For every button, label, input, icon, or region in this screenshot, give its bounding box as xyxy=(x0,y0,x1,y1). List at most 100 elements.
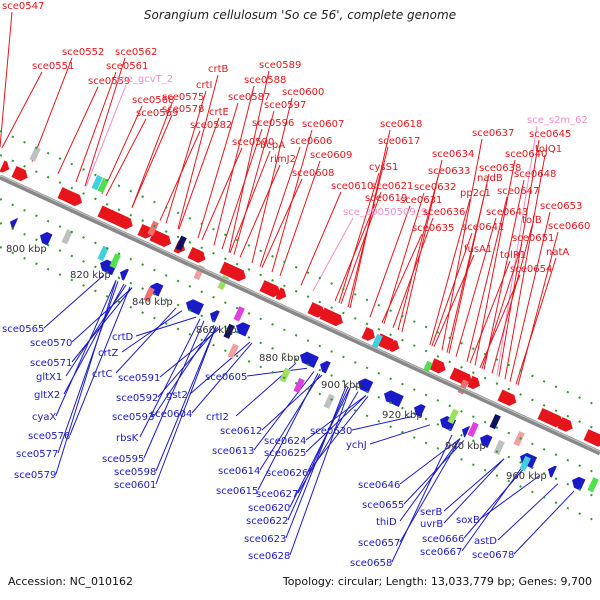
forward-gene-label: sce0600 xyxy=(282,87,324,98)
forward-label-line xyxy=(259,146,301,267)
reverse-gene-label: sce0646 xyxy=(358,480,400,491)
forward-gene-arrow xyxy=(537,407,563,428)
forward-label-line xyxy=(381,233,423,323)
forward-gene-label: sce0654 xyxy=(510,264,552,275)
forward-gene-label: sce0645 xyxy=(529,129,571,140)
forward-gene-label: sce0636 xyxy=(423,207,465,218)
reverse-gene-label: sce0593 xyxy=(112,412,154,423)
reverse-gene-arrow xyxy=(236,322,251,337)
feature-block xyxy=(233,306,245,322)
reverse-label-line xyxy=(391,434,453,563)
forward-gene-arrow xyxy=(0,160,10,173)
feature-block xyxy=(227,343,239,359)
forward-label-line xyxy=(429,198,471,345)
forward-gene-label: sce0589 xyxy=(259,60,301,71)
reverse-label-line xyxy=(463,467,525,539)
forward-label-line xyxy=(479,274,521,368)
reverse-gene-label: crtI2 xyxy=(206,412,229,423)
forward-label-line xyxy=(338,172,380,304)
forward-label-line xyxy=(397,176,439,331)
reverse-gene-label: gst2 xyxy=(166,390,188,401)
feature-block xyxy=(29,146,41,162)
forward-gene-arrow xyxy=(187,246,206,263)
reverse-gene-label: sce0666 xyxy=(422,534,464,545)
forward-label-line xyxy=(239,164,281,258)
feature-block xyxy=(519,455,531,472)
tick-label: 940 kbp xyxy=(445,441,486,452)
reverse-gene-arrow xyxy=(358,378,374,393)
forward-gene-label: sce0618 xyxy=(380,119,422,130)
reverse-label-line xyxy=(135,316,197,337)
reverse-gene-label: sce0626 xyxy=(266,468,308,479)
reverse-gene-arrow xyxy=(10,218,18,230)
forward-label-line xyxy=(228,70,270,253)
feature-block xyxy=(147,220,159,236)
forward-gene-label: pp2c1 xyxy=(460,188,491,199)
reverse-label-line xyxy=(55,280,117,417)
reverse-gene-label: crtD xyxy=(112,332,134,343)
reverse-gene-label: sce0623 xyxy=(244,534,286,545)
reverse-gene-label: gltX1 xyxy=(36,372,62,383)
tick-label: 880 kbp xyxy=(259,353,300,364)
reverse-gene-label: sce0571 xyxy=(30,358,72,369)
forward-gene-label: sce0597 xyxy=(264,100,306,111)
forward-gene-arrow xyxy=(389,339,400,353)
forward-label-line xyxy=(131,114,173,208)
reverse-gene-label: sce0577 xyxy=(16,449,58,460)
reverse-gene-label: sce0614 xyxy=(218,466,260,477)
reverse-label-line xyxy=(257,373,319,491)
feature-block xyxy=(371,333,383,349)
forward-gene-label: tolB xyxy=(522,215,542,226)
reverse-gene-arrow xyxy=(462,426,470,438)
forward-label-line xyxy=(300,191,342,286)
reverse-label-line xyxy=(399,438,461,485)
reverse-label-line xyxy=(287,386,349,521)
forward-label-line xyxy=(392,217,434,328)
reverse-gene-label: ychJ xyxy=(346,440,367,451)
reverse-label-line xyxy=(189,341,251,395)
reverse-gene-label: sce0592 xyxy=(116,393,158,404)
reverse-gene-label: sce0620 xyxy=(248,503,290,514)
forward-label-line xyxy=(105,118,147,196)
reverse-gene-label: uvrB xyxy=(420,519,443,530)
reverse-label-line xyxy=(369,424,431,445)
feature-block xyxy=(323,393,335,409)
forward-label-line xyxy=(57,86,99,174)
forward-label-line xyxy=(469,260,511,364)
forward-gene-label: sce0609 xyxy=(310,150,352,161)
reverse-gene-label: sce0678 xyxy=(472,550,514,561)
forward-label-line xyxy=(496,125,538,376)
forward-gene-arrow xyxy=(467,375,480,390)
reverse-label-line xyxy=(155,326,217,485)
forward-label-line xyxy=(504,154,546,380)
forward-gene-label: sce0633 xyxy=(428,166,470,177)
forward-label-line xyxy=(221,128,263,250)
forward-gene-arrow xyxy=(149,229,172,248)
forward-gene-label: sce0634 xyxy=(432,149,474,160)
forward-gene-label: bcpA xyxy=(260,140,285,151)
forward-label-line xyxy=(446,183,488,353)
forward-gene-label: sce0561 xyxy=(106,61,148,72)
forward-label-line xyxy=(383,192,425,324)
forward-label-line xyxy=(474,159,516,366)
forward-gene-label: sce_gcvT_2 xyxy=(116,74,173,85)
reverse-gene-arrow xyxy=(300,351,319,368)
forward-gene-label: sce0631 xyxy=(400,195,442,206)
forward-gene-arrow xyxy=(137,223,153,239)
forward-gene-arrow xyxy=(69,192,82,207)
reverse-gene-label: sce0624 xyxy=(264,436,306,447)
feature-block xyxy=(143,286,155,303)
reverse-label-line xyxy=(497,483,559,541)
reverse-gene-label: sce0565 xyxy=(2,324,44,335)
forward-gene-label: sce0608 xyxy=(292,168,334,179)
reverse-label-line xyxy=(115,307,177,374)
forward-gene-label: sce0638 xyxy=(479,163,521,174)
forward-gene-label: crtB xyxy=(208,64,229,75)
tick-label: 900 kbp xyxy=(321,380,362,391)
feature-block xyxy=(61,229,73,245)
forward-gene-label: sce0552 xyxy=(62,47,104,58)
feature-block xyxy=(279,367,291,383)
forward-gene-arrow xyxy=(259,280,281,298)
